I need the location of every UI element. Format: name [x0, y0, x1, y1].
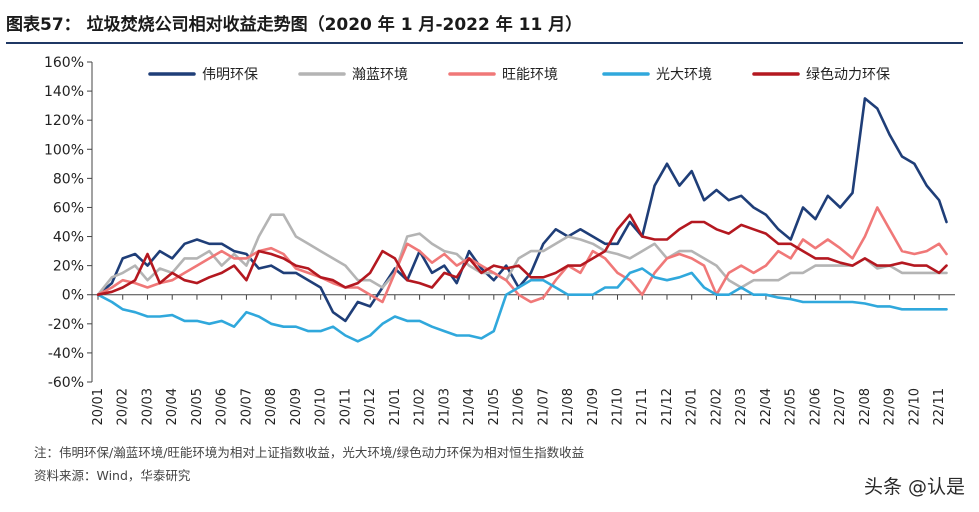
x-tick-label: 21/05 — [487, 388, 502, 425]
x-tick-label: 22/04 — [759, 388, 774, 425]
y-tick-label: 160% — [44, 55, 84, 71]
x-tick-label: 20/02 — [116, 388, 131, 425]
y-tick-label: -60% — [48, 375, 84, 391]
axes: 160% 140% 120% 100% 80% 60% 40% 20% 0% -20% -40% -6… — [44, 55, 955, 425]
series-line-3 — [96, 206, 948, 304]
x-tick-label: 20/03 — [140, 388, 155, 425]
y-tick-label: -20% — [48, 317, 84, 333]
legend: 伟明环保 瀚蓝环境 旺能环境 光大环境 绿色动力环保 — [148, 66, 890, 83]
y-tick-label: 0% — [62, 288, 84, 304]
x-tick-label: 20/06 — [215, 388, 230, 425]
chart-source: 资料来源：Wind，华泰研究 — [34, 468, 191, 483]
x-tick-label: 21/07 — [536, 388, 551, 425]
legend-label-5: 绿色动力环保 — [806, 66, 890, 83]
x-tick-label: 21/04 — [462, 388, 477, 425]
series-line-1 — [96, 97, 948, 323]
x-tick-label: 22/10 — [907, 388, 922, 425]
x-tick-label: 22/01 — [685, 388, 700, 425]
x-tick-label: 21/10 — [611, 388, 626, 425]
legend-label-4: 光大环境 — [656, 67, 712, 83]
y-tick-label: 60% — [53, 200, 84, 216]
x-tick-label: 22/09 — [883, 388, 898, 425]
x-tick-label: 22/05 — [784, 388, 799, 425]
series-line-2 — [96, 213, 948, 296]
watermark: 头条 @认是 — [863, 476, 965, 498]
chart-note: 注：伟明环保/瀚蓝环境/旺能环境为相对上证指数收益，光大环境/绿色动力环保为相对… — [34, 445, 585, 460]
y-tick-label: 100% — [44, 142, 84, 158]
x-tick-label: 21/03 — [437, 388, 452, 425]
x-tick-label: 21/11 — [635, 388, 650, 425]
x-tick-label: 20/07 — [239, 388, 254, 425]
chart-title: 图表57： 垃圾焚烧公司相对收益走势图（2020 年 1 月-2022 年 11… — [6, 15, 583, 35]
x-tick-label: 21/12 — [660, 388, 675, 425]
x-tick-label: 22/02 — [709, 388, 724, 425]
series-layer — [96, 97, 948, 343]
title-divider — [6, 42, 963, 44]
x-tick-label: 22/07 — [833, 388, 848, 425]
y-tick-label: 80% — [53, 171, 84, 187]
line-chart: 160% 140% 120% 100% 80% 60% 40% 20% 0% -20% -40% -6… — [44, 55, 955, 425]
x-tick-label: 20/09 — [289, 388, 304, 425]
y-tick-label: -40% — [48, 346, 84, 362]
legend-label-2: 瀚蓝环境 — [352, 67, 408, 83]
x-tick-label: 22/11 — [932, 388, 947, 425]
y-tick-label: 140% — [44, 84, 84, 100]
series-line-5 — [96, 213, 948, 296]
x-tick-label: 21/08 — [561, 388, 576, 425]
x-tick-label: 21/09 — [586, 388, 601, 425]
x-tick-label: 22/03 — [734, 388, 749, 425]
legend-label-3: 旺能环境 — [502, 67, 558, 83]
series-line-4 — [96, 267, 948, 343]
x-tick-label: 20/01 — [91, 388, 106, 425]
x-tick-label: 20/08 — [264, 388, 279, 425]
legend-label-1: 伟明环保 — [202, 67, 258, 83]
x-tick-label: 20/11 — [338, 388, 353, 425]
x-tick-label: 20/12 — [363, 388, 378, 425]
y-tick-label: 20% — [53, 259, 84, 275]
y-tick-label: 120% — [44, 113, 84, 129]
x-tick-label: 21/06 — [512, 388, 527, 425]
y-tick-label: 40% — [53, 230, 84, 246]
x-tick-label: 22/08 — [858, 388, 873, 425]
x-tick-label: 20/10 — [314, 388, 329, 425]
x-tick-label: 21/01 — [388, 388, 403, 425]
x-tick-label: 20/04 — [165, 388, 180, 425]
x-tick-label: 22/06 — [808, 388, 823, 425]
x-tick-label: 21/02 — [413, 388, 428, 425]
x-tick-label: 20/05 — [190, 388, 205, 425]
